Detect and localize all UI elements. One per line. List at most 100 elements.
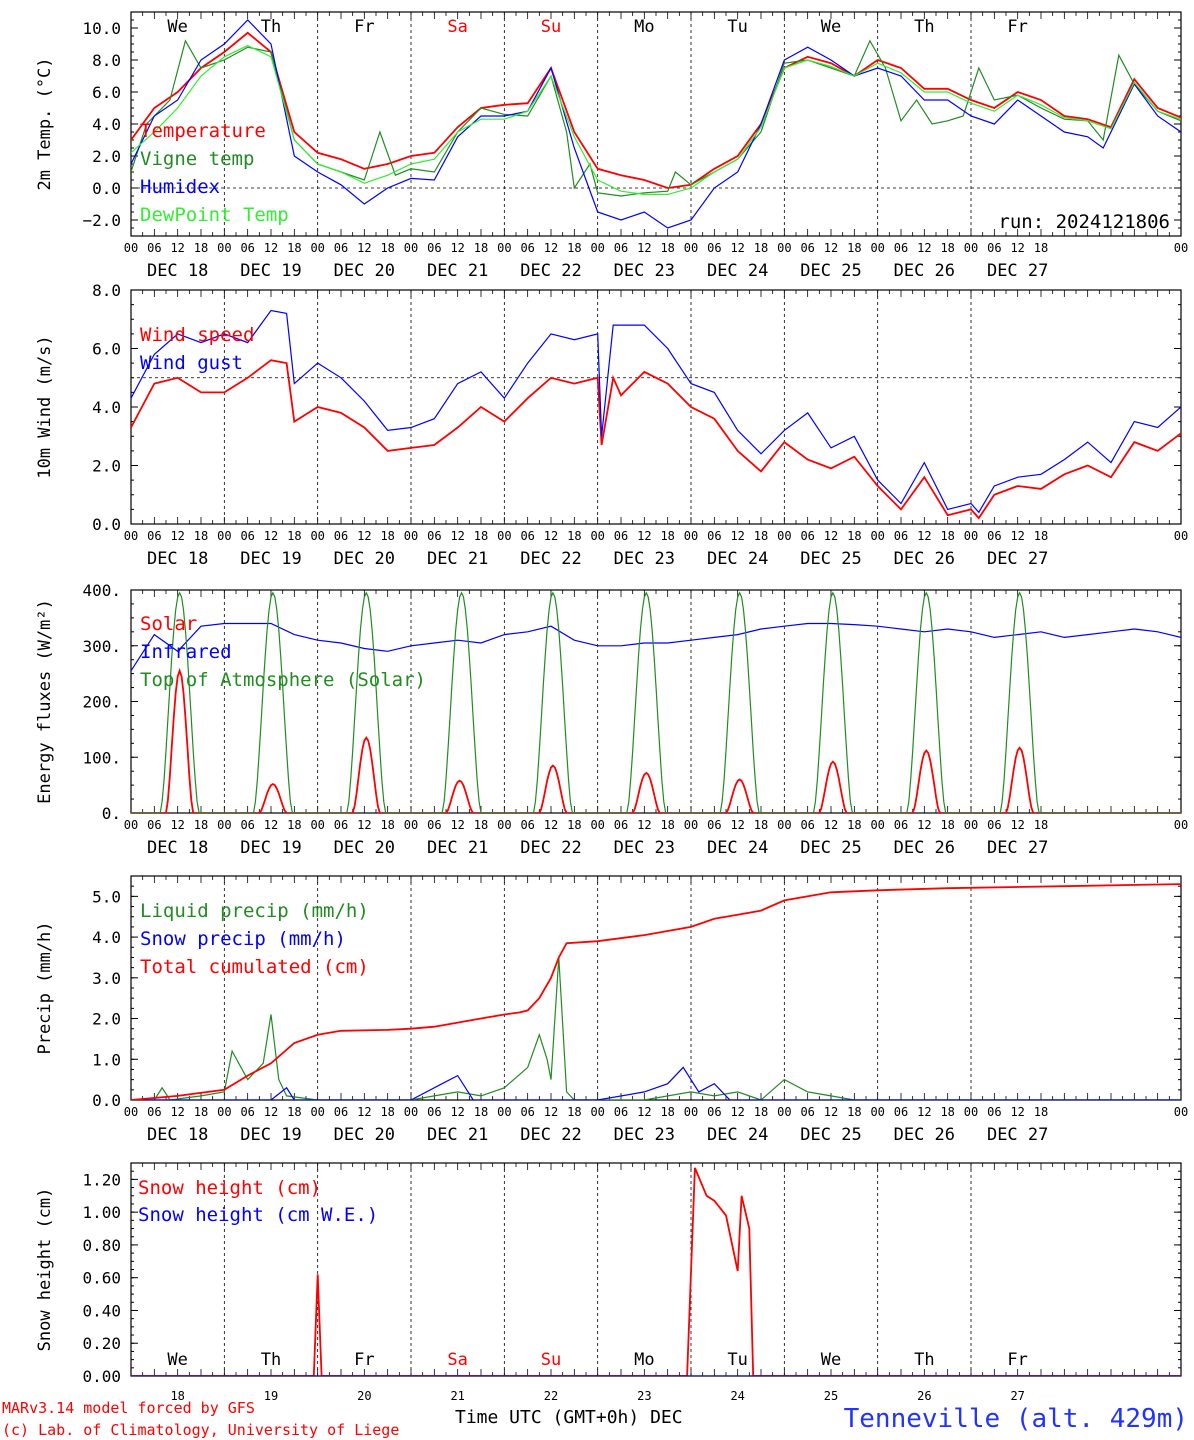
series-line-liquid-precip-mm-h- bbox=[131, 957, 1181, 1100]
series-layer bbox=[131, 591, 1181, 813]
hour-label: 12 bbox=[357, 241, 371, 255]
hour-label: 12 bbox=[170, 818, 184, 832]
hour-label: 00 bbox=[217, 1105, 231, 1119]
y-tick-label: 0. bbox=[102, 804, 121, 823]
hour-label: 12 bbox=[170, 1105, 184, 1119]
hour-label: 18 bbox=[474, 818, 488, 832]
hour-label: 18 bbox=[287, 529, 301, 543]
hour-label: 18 bbox=[660, 529, 674, 543]
series-line-dewpoint-temp bbox=[131, 44, 1181, 195]
hour-label: 00 bbox=[777, 241, 791, 255]
run-annotation: run: 2024121806 bbox=[998, 211, 1170, 233]
date-number: 22 bbox=[544, 1389, 558, 1403]
hour-label: 06 bbox=[614, 1105, 628, 1119]
date-label: DEC 27 bbox=[987, 549, 1048, 569]
series-line-humidex bbox=[131, 19, 1181, 229]
hour-label: 00 bbox=[870, 818, 884, 832]
series-line-solar bbox=[131, 668, 1181, 813]
panel-frame bbox=[130, 11, 1182, 237]
hour-label: 00 bbox=[684, 241, 698, 255]
hour-label: 12 bbox=[730, 818, 744, 832]
y-tick-label: 400. bbox=[82, 581, 121, 600]
hour-label: 18 bbox=[567, 1105, 581, 1119]
legend-entry: Vigne temp bbox=[140, 148, 254, 170]
hour-label: 12 bbox=[730, 529, 744, 543]
hour-label: 00 bbox=[404, 1105, 418, 1119]
day-name: Mo bbox=[634, 1350, 654, 1370]
date-label: DEC 27 bbox=[987, 838, 1048, 858]
series-layer bbox=[131, 883, 1181, 1100]
hour-label: 06 bbox=[894, 529, 908, 543]
hour-label: 00 bbox=[870, 241, 884, 255]
hour-label: 12 bbox=[637, 241, 651, 255]
date-label: DEC 20 bbox=[334, 838, 395, 858]
hour-label: 00 bbox=[310, 818, 324, 832]
hour-label: 18 bbox=[194, 1105, 208, 1119]
legend-entry: Total cumulated (cm) bbox=[140, 956, 369, 978]
hour-label: 18 bbox=[660, 818, 674, 832]
hour-label: 06 bbox=[147, 529, 161, 543]
hour-label: 06 bbox=[334, 241, 348, 255]
hour-label: 18 bbox=[847, 818, 861, 832]
day-name: Tu bbox=[727, 17, 747, 37]
model-footnote: MARv3.14 model forced by GFS bbox=[2, 1399, 255, 1417]
hour-label: 00 bbox=[964, 241, 978, 255]
x-axis-title: Time UTC (GMT+0h) DEC bbox=[455, 1407, 683, 1428]
panel-wind: 0.0 2.0 4.0 6.0 8.0 10m Wind (m/s) Wind speed W… bbox=[35, 281, 1188, 569]
date-number: 20 bbox=[357, 1389, 371, 1403]
hour-label: 00 bbox=[217, 818, 231, 832]
hour-label: 06 bbox=[987, 241, 1001, 255]
hour-label: 06 bbox=[427, 529, 441, 543]
day-name: Mo bbox=[634, 17, 654, 37]
hour-label: 18 bbox=[940, 1105, 954, 1119]
legend-entry: Snow precip (mm/h) bbox=[140, 928, 346, 950]
hour-label: 18 bbox=[754, 241, 768, 255]
hour-label: 18 bbox=[1034, 241, 1048, 255]
panels: −2.0 0.0 2.0 4.0 6.0 8.0 10.0 2m Temp. (°C) We Th… bbox=[35, 11, 1188, 1403]
date-label: DEC 22 bbox=[520, 1125, 581, 1145]
day-name: Fr bbox=[354, 17, 374, 37]
series-line-wind-gust bbox=[131, 309, 1181, 514]
hour-label: 18 bbox=[1034, 529, 1048, 543]
date-number: 21 bbox=[450, 1389, 464, 1403]
date-label: DEC 26 bbox=[894, 549, 955, 569]
date-label: DEC 20 bbox=[334, 549, 395, 569]
series-line-snow-precip-mm-h- bbox=[131, 1066, 1181, 1100]
hour-label: 12 bbox=[264, 241, 278, 255]
hour-label: 00 bbox=[590, 529, 604, 543]
hour-label: 00 bbox=[684, 818, 698, 832]
date-label: DEC 22 bbox=[520, 549, 581, 569]
day-name: Th bbox=[261, 17, 281, 37]
y-tick-label: 0.20 bbox=[82, 1334, 121, 1353]
date-label: DEC 25 bbox=[800, 838, 861, 858]
hour-label: 06 bbox=[334, 818, 348, 832]
hour-label: 06 bbox=[987, 1105, 1001, 1119]
y-tick-label: 0.60 bbox=[82, 1269, 121, 1288]
hour-label: 06 bbox=[987, 529, 1001, 543]
date-label: DEC 26 bbox=[894, 838, 955, 858]
hour-label: 00 bbox=[404, 241, 418, 255]
series-layer bbox=[131, 309, 1181, 520]
hour-label: 00 bbox=[964, 1105, 978, 1119]
y-tick-label: 2.0 bbox=[92, 147, 121, 166]
hour-label: 06 bbox=[614, 241, 628, 255]
legend-entry: Top of Atmosphere (Solar) bbox=[140, 669, 426, 691]
hour-label: 06 bbox=[800, 818, 814, 832]
series-line-temperature bbox=[131, 31, 1181, 189]
date-label: DEC 27 bbox=[987, 261, 1048, 281]
hour-label: 00 bbox=[497, 818, 511, 832]
day-name: Fr bbox=[1007, 1350, 1027, 1370]
hour-label: 12 bbox=[1010, 818, 1024, 832]
hour-label: 12 bbox=[450, 529, 464, 543]
hour-label: 18 bbox=[567, 818, 581, 832]
hour-label: 06 bbox=[614, 818, 628, 832]
hour-label: 06 bbox=[427, 818, 441, 832]
hour-label: 00 bbox=[497, 529, 511, 543]
hour-label: 18 bbox=[567, 529, 581, 543]
date-number: 26 bbox=[917, 1389, 931, 1403]
date-label: DEC 25 bbox=[800, 1125, 861, 1145]
hour-label: 06 bbox=[240, 241, 254, 255]
date-label: DEC 18 bbox=[147, 838, 208, 858]
hour-label: 18 bbox=[380, 1105, 394, 1119]
y-tick-label: 1.20 bbox=[82, 1170, 121, 1189]
